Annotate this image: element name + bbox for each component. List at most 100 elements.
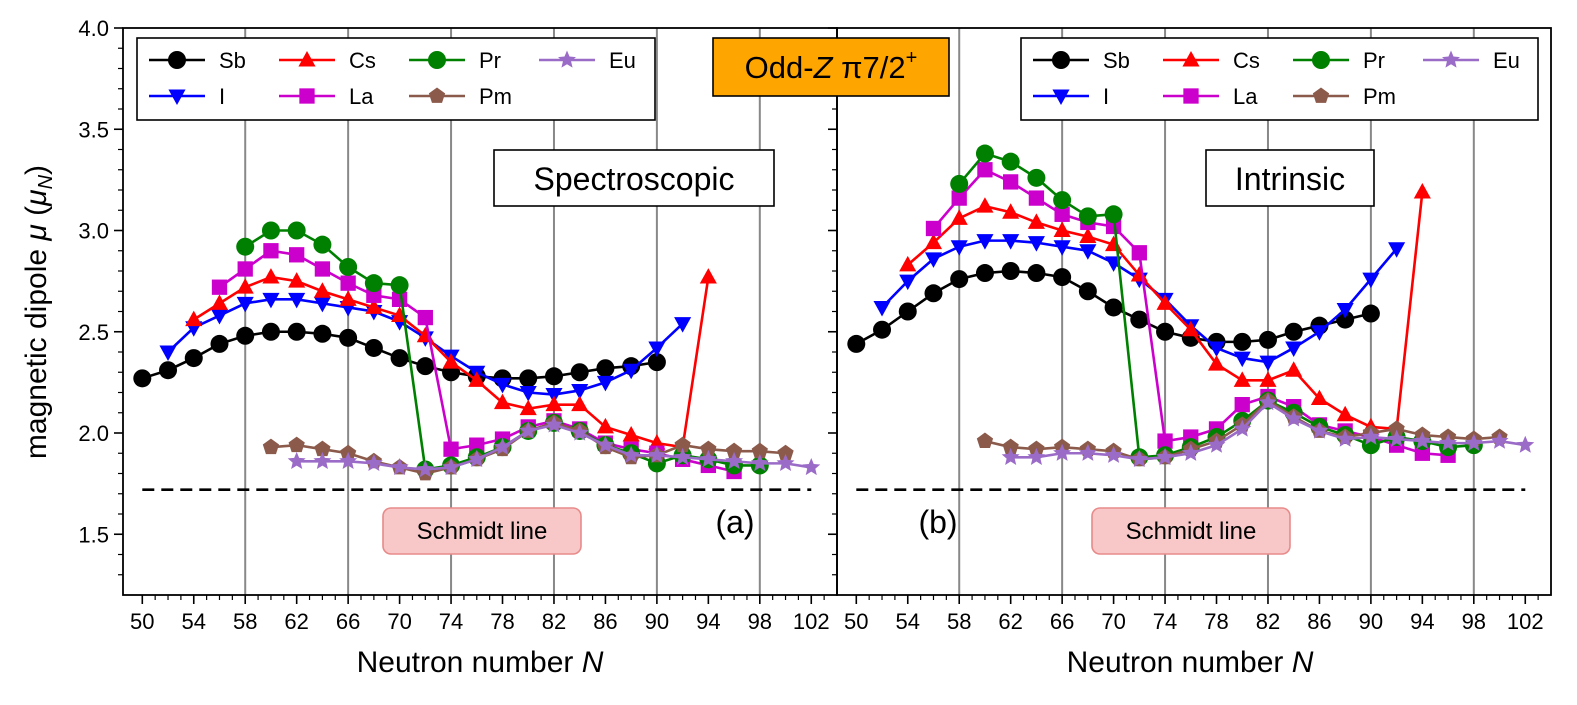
panel-a-point-i	[159, 345, 177, 361]
panel-a-point-cs	[210, 294, 229, 310]
panel-b-point-i	[1388, 242, 1406, 258]
panel-b-point-i	[1233, 351, 1251, 368]
panel-a-legend-marker-eu	[558, 50, 576, 68]
panel-b-point-cs	[924, 233, 943, 250]
panel-a-point-la	[469, 437, 485, 453]
panel-a-point-i	[571, 383, 589, 400]
panel-a-point-pm	[674, 436, 691, 453]
panel-b-point-cs	[1413, 183, 1431, 199]
panel-b-point-sb	[1130, 310, 1149, 329]
panel-b-x-tick-label-102: 102	[1507, 609, 1544, 634]
panel-a-legend-item-pm: Pm	[409, 84, 512, 109]
y-axis-label: magnetic dipole μ (μN)	[20, 165, 57, 459]
panel-b-point-la	[1157, 433, 1173, 449]
panel-b-x-tick-label-54: 54	[896, 609, 920, 634]
panel-a-point-eu	[647, 445, 666, 463]
panel-b-point-la	[1131, 245, 1147, 261]
panel-a-point-cs	[622, 426, 640, 442]
panel-b-point-i	[899, 274, 917, 291]
panel-a-point-cs	[288, 272, 306, 288]
panel-b-x-tick-label-90: 90	[1359, 609, 1383, 634]
panel-a-point-i	[493, 377, 512, 394]
panel-a-series-i	[159, 292, 692, 404]
panel-a-legend-item-sb: Sb	[149, 48, 246, 73]
panel-a-y-tick-label-2.5: 2.5	[78, 320, 109, 345]
panel-b-point-i	[1027, 236, 1045, 252]
panel-a-point-sb	[596, 359, 615, 378]
panel-a-y-tick-label-1.5: 1.5	[78, 522, 109, 547]
panel-a-point-sb	[159, 361, 178, 380]
panel-a-point-pm	[751, 442, 768, 459]
panel-a-point-pr	[390, 276, 409, 295]
panel-b-legend-label-i: I	[1103, 84, 1109, 109]
panel-a-point-la	[391, 291, 408, 307]
panel-b-point-sb	[1258, 330, 1277, 349]
panel-a-point-eu	[339, 451, 358, 469]
panel-b-point-eu	[1233, 419, 1252, 437]
panel-a-point-eu	[493, 437, 512, 455]
panel-b-point-cs	[1053, 221, 1071, 237]
panel-b-point-eu	[1464, 433, 1483, 451]
panel-a-point-i	[596, 375, 614, 392]
panel-b-point-eu	[1156, 447, 1175, 465]
panel-b-legend-label-pm: Pm	[1363, 84, 1396, 109]
panel-a-x-tick-label-66: 66	[336, 609, 360, 634]
panel-b-legend-item-cs: Cs	[1163, 48, 1260, 73]
panel-b-series-eu	[1001, 393, 1535, 467]
panel-b-point-eu	[1181, 443, 1200, 461]
panel-a-label-box: Spectroscopic	[493, 149, 775, 207]
panel-b-point-eu	[1078, 443, 1097, 461]
panel-a-x-tick-label-82: 82	[542, 609, 566, 634]
panel-b-legend-item-la: La	[1163, 84, 1258, 109]
panel-b-point-cs	[1079, 227, 1097, 244]
panel-b-point-eu	[1284, 409, 1303, 427]
panel-a-y-tick-label-3: 3.0	[78, 219, 109, 244]
panel-a-point-sb	[339, 328, 358, 347]
panel-a-point-cs	[571, 395, 589, 412]
panel-a-x-tick-label-74: 74	[439, 609, 463, 634]
panel-b-point-pr	[1104, 205, 1123, 224]
panel-a-legend-label-i: I	[219, 84, 225, 109]
panel-a-x-tick-label-54: 54	[182, 609, 206, 634]
panel-b-legend-marker-la	[1183, 88, 1199, 104]
panel-a-point-sb	[416, 357, 435, 376]
panel-b-point-la	[1054, 206, 1070, 222]
panel-b-point-i	[1362, 272, 1380, 289]
panel-b-point-eu	[1516, 435, 1535, 453]
panel-a-point-pr	[364, 274, 383, 293]
panel-b-point-i	[873, 300, 891, 317]
panel-b-legend-item-pr: Pr	[1293, 48, 1385, 73]
panel-a-point-la	[263, 243, 279, 259]
panel-a-legend-item-i: I	[149, 84, 225, 109]
panel-a-point-pr	[313, 235, 332, 254]
panel-a-point-eu	[699, 449, 718, 467]
panel-a-point-pr	[339, 257, 358, 276]
panel-a-point-i	[262, 292, 280, 309]
panel-b-point-eu	[1490, 431, 1509, 449]
panel-b-point-eu	[1258, 393, 1277, 411]
panel-b-label-text: Intrinsic	[1235, 161, 1345, 197]
panel-a-point-sb	[184, 349, 203, 368]
panel-b-legend-marker-eu	[1442, 50, 1460, 68]
panel-b-intrinsic: 50 54 58 62 66 70 74 78 82 86 90 94 98 102 Sb I Cs La Pr P…	[828, 27, 1552, 679]
panel-a-ticks: 50 54 58 62 66 70 74 78 82 86 90 94 98 102 1.5 2.0 2.5 3.…	[78, 16, 829, 634]
panel-b-point-i	[1053, 240, 1071, 256]
panel-a-point-sb	[133, 369, 152, 388]
panel-b-legend-item-eu: Eu	[1423, 48, 1520, 73]
panel-a-point-eu	[313, 451, 332, 469]
panel-a-point-la	[443, 441, 459, 457]
panel-b-tag: (b)	[918, 504, 957, 540]
panel-a-point-sb	[570, 363, 589, 382]
panel-b-point-eu	[1053, 443, 1072, 461]
panel-a-legend-label-pr: Pr	[479, 48, 501, 73]
panel-a-point-eu	[673, 447, 692, 465]
panel-a-point-cs	[699, 268, 717, 284]
panel-a-legend-label-la: La	[349, 84, 374, 109]
panel-b-legend-marker-pr	[1312, 51, 1330, 69]
panel-b-point-i	[1310, 325, 1328, 341]
panel-a-point-sb	[313, 324, 332, 343]
panel-b-x-tick-label-94: 94	[1410, 609, 1434, 634]
panel-b-point-cs	[1182, 320, 1200, 337]
panel-a-legend: Sb I Cs La Pr Pm Eu	[136, 37, 656, 121]
panel-a-point-i	[648, 341, 666, 357]
